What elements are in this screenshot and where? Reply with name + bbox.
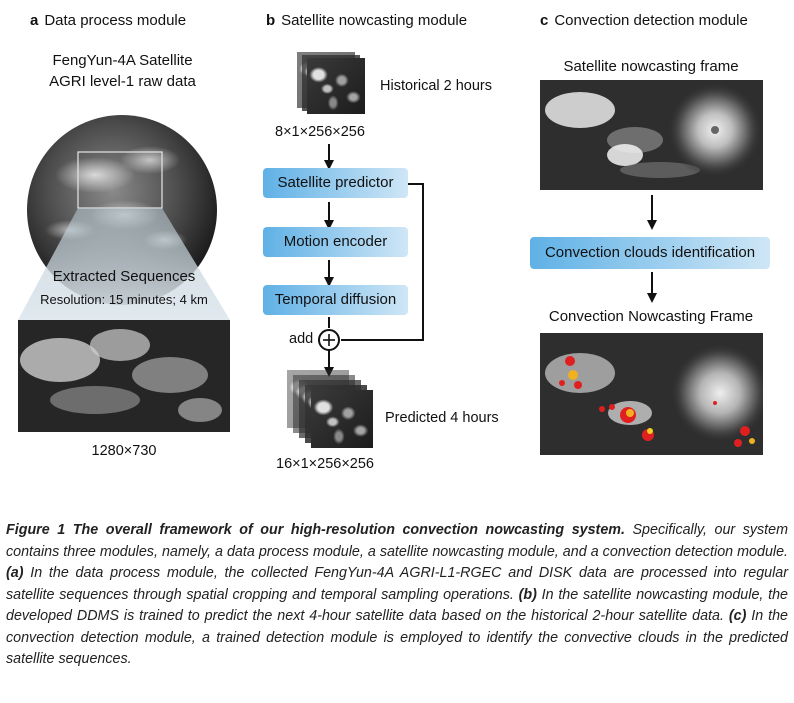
temporal-diffusion-box: Temporal diffusion <box>263 285 408 315</box>
arrow-identification-to-output <box>647 272 657 303</box>
conv-cyclone <box>670 343 763 443</box>
caption-text-b: In the satellite nowcasting module, the … <box>6 586 789 625</box>
frame-cloud-streak <box>620 162 700 178</box>
figure-caption: Figure 1 The overall framework of our hi… <box>6 520 788 671</box>
data-process-graphic <box>18 115 230 432</box>
panel-a-letter: a <box>30 12 39 29</box>
caption-title: Figure 1 The overall framework of our hi… <box>6 522 625 538</box>
extracted-cloud-4 <box>50 386 140 414</box>
extracted-cloud-2 <box>90 329 150 361</box>
predicted-label: Predicted 4 hours <box>385 410 499 426</box>
frame-cloud-band <box>545 92 615 128</box>
predicted-frame-front <box>311 390 373 448</box>
nowcasting-frame-image <box>540 80 763 190</box>
panel-b-title-text: Satellite nowcasting module <box>281 12 468 29</box>
convection-cell-10 <box>647 428 653 434</box>
convection-cell-12 <box>740 426 750 436</box>
flow-connectors <box>318 144 424 377</box>
panel-b-title: b Satellite nowcasting module <box>266 12 467 29</box>
motion-encoder-box: Motion encoder <box>263 227 408 257</box>
caption-tag-c: (c) <box>728 608 747 624</box>
convection-cell-11 <box>734 439 742 447</box>
extracted-size: 1280×730 <box>91 443 157 459</box>
convection-cell-8 <box>626 409 634 417</box>
frame-cloud-cluster <box>607 144 643 166</box>
arrow-frame-to-identification <box>647 195 657 230</box>
convection-cell-1 <box>565 356 575 366</box>
convection-identification-box: Convection clouds identification <box>530 237 770 269</box>
globe-cloud-1 <box>55 157 135 193</box>
panel-a-title-text: Data process module <box>44 12 187 29</box>
panel-b-letter: b <box>266 12 276 29</box>
convection-frame-image <box>540 333 763 455</box>
convection-cell-13 <box>749 438 755 444</box>
input-shape: 8×1×256×256 <box>275 124 365 140</box>
convection-cell-3 <box>574 381 582 389</box>
panel-c-title: c Convection detection module <box>540 12 748 29</box>
extracted-cloud-5 <box>178 398 222 422</box>
skip-connection <box>341 183 424 341</box>
caption-intro: Specifically, our system contains three … <box>6 522 789 560</box>
convection-cell-5 <box>599 406 605 412</box>
frame-cyclone-eye <box>711 126 719 134</box>
globe-cloud-2 <box>120 146 180 174</box>
convection-frame-title: Convection Nowcasting Frame <box>548 308 754 325</box>
historical-frame-front <box>307 58 365 114</box>
caption-tag-a: (a) <box>6 565 24 581</box>
convection-cell-6 <box>609 404 615 410</box>
satellite-predictor-box: Satellite predictor <box>263 168 408 198</box>
caption-text-c: In the convection detection module, a tr… <box>6 608 788 667</box>
convection-cell-4 <box>559 380 565 386</box>
panel-c-letter: c <box>540 12 549 29</box>
historical-label: Historical 2 hours <box>380 78 493 94</box>
output-shape: 16×1×256×256 <box>276 456 374 472</box>
source-line-2: AGRI level-1 raw data <box>49 73 196 90</box>
caption-tag-b: (b) <box>518 586 537 603</box>
panel-c-title-text: Convection detection module <box>554 12 748 29</box>
resolution-label: Resolution: 15 minutes; 4 km <box>40 292 208 307</box>
caption-text-a: In the data process module, the collecte… <box>6 565 788 603</box>
panel-a-title: a Data process module <box>30 12 186 29</box>
nowcasting-frame-title: Satellite nowcasting frame <box>563 58 739 75</box>
add-label: add <box>289 331 314 347</box>
extracted-cloud-1 <box>20 338 100 382</box>
extracted-cloud-3 <box>132 357 208 393</box>
extracted-title: Extracted Sequences <box>52 268 196 285</box>
source-line-1: FengYun-4A Satellite <box>52 52 193 69</box>
convection-cell-14 <box>713 401 717 405</box>
extraction-cone <box>18 208 230 320</box>
convection-cell-2 <box>568 370 578 380</box>
